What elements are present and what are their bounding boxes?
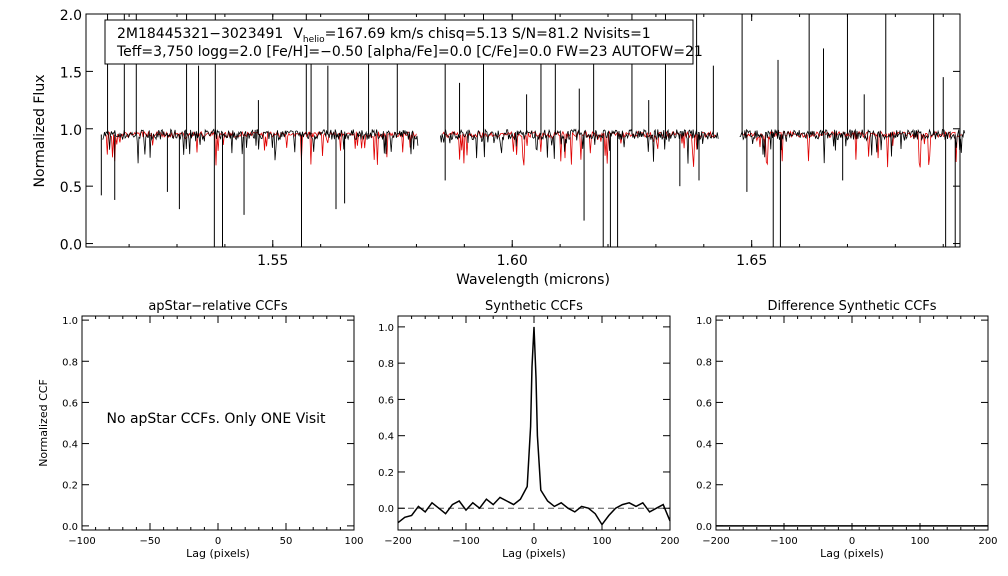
apstar-ccf-x-tick-label: 50 xyxy=(280,536,293,547)
spectrum-y-tick-label: 0.0 xyxy=(60,238,82,254)
model-spectrum-chip-1 xyxy=(104,130,417,166)
apstar-ccf-y-ticks: 0.0 0.2 0.4 0.6 0.8 1.0 xyxy=(62,316,354,533)
star-info-stats: =167.69 km/s chisq=5.13 S/N=81.2 Nvisits… xyxy=(325,26,651,42)
apstar-ccf-y-tick-label: 0.2 xyxy=(62,481,78,492)
spectrum-panel: 1.55 1.60 1.65 0.0 0.5 1.0 1.5 2.0 Wavelength … xyxy=(32,8,966,288)
apstar-ccf-x-tick-label: 0 xyxy=(215,536,221,547)
synthetic-ccf-x-tick-label: −100 xyxy=(452,536,479,547)
apstar-ccf-x-tick-label: −100 xyxy=(68,536,95,547)
synthetic-ccf-x-tick-label: 100 xyxy=(592,536,611,547)
synthetic-ccf-y-tick-label: 0.0 xyxy=(378,504,394,515)
vhelio-symbol: V xyxy=(293,26,303,42)
difference-ccf-x-tick-label: 200 xyxy=(978,536,997,547)
spectrum-y-tick-label: 1.0 xyxy=(60,123,82,139)
synthetic-ccf-y-tick-label: 0.8 xyxy=(378,359,394,370)
difference-ccf-y-tick-label: 0.2 xyxy=(696,481,712,492)
apstar-ccf-y-tick-label: 0.0 xyxy=(62,522,78,533)
vhelio-subscript: helio xyxy=(303,35,325,45)
spectrum-plot-frame xyxy=(85,13,961,248)
difference-ccf-x-tick-label: 0 xyxy=(849,536,855,547)
observed-spectrum-chip-3 xyxy=(739,128,966,164)
spectrum-x-tick-label: 1.55 xyxy=(257,253,288,269)
apstar-ccf-y-tick-label: 0.4 xyxy=(62,440,78,451)
apstar-ccf-y-tick-label: 1.0 xyxy=(62,316,78,327)
star-info-box xyxy=(104,19,694,65)
difference-ccf-x-tick-label: 100 xyxy=(910,536,929,547)
difference-ccf-x-ticks: −200 −100 0 100 200 xyxy=(702,316,998,547)
star-info-line-1: 2M18445321−3023491 Vhelio=167.69 km/s chi… xyxy=(117,26,651,45)
synthetic-ccf-y-tick-label: 0.6 xyxy=(378,395,394,406)
difference-ccf-y-ticks: 0.0 0.2 0.4 0.6 0.8 1.0 xyxy=(696,316,988,533)
difference-ccf-panel: −200 −100 0 100 200 0.0 0.2 0.4 0.6 0.8 1.0 Diffe… xyxy=(696,299,997,560)
synthetic-ccf-x-tick-label: 0 xyxy=(531,536,537,547)
synthetic-ccf-y-tick-label: 1.0 xyxy=(378,323,394,334)
synthetic-ccf-panel: −200 −100 0 100 200 0.0 0.2 0.4 0.6 0.8 1.0 Synth… xyxy=(378,299,679,560)
apstar-ccf-y-axis-label: Normalized CCF xyxy=(37,379,50,467)
apstar-ccf-title: apStar−relative CCFs xyxy=(148,299,288,314)
star-id: 2M18445321−3023491 xyxy=(117,26,283,42)
synthetic-ccf-x-axis-label: Lag (pixels) xyxy=(502,547,566,560)
difference-ccf-y-tick-label: 0.0 xyxy=(696,522,712,533)
synthetic-ccf-y-tick-label: 0.4 xyxy=(378,432,394,443)
difference-ccf-y-tick-label: 0.8 xyxy=(696,357,712,368)
spectrum-y-tick-label: 2.0 xyxy=(60,8,82,24)
synthetic-ccf-x-ticks: −200 −100 0 100 200 xyxy=(384,316,680,547)
difference-ccf-y-tick-label: 1.0 xyxy=(696,316,712,327)
synthetic-ccf-y-tick-label: 0.2 xyxy=(378,468,394,479)
apstar-ccf-annotation: No apStar CCFs. Only ONE Visit xyxy=(106,411,326,427)
spectrum-x-ticks: 1.55 1.60 1.65 xyxy=(128,14,944,269)
apstar-ccf-x-axis-label: Lag (pixels) xyxy=(186,547,250,560)
spectrum-x-tick-label: 1.65 xyxy=(736,253,767,269)
spectrum-y-ticks: 0.0 0.5 1.0 1.5 2.0 xyxy=(60,8,960,254)
synthetic-ccf-x-tick-label: 200 xyxy=(660,536,679,547)
observed-spectrum-chip-1 xyxy=(102,128,419,164)
difference-ccf-y-tick-label: 0.6 xyxy=(696,398,712,409)
synthetic-ccf-y-ticks: 0.0 0.2 0.4 0.6 0.8 1.0 xyxy=(378,323,670,515)
spectrum-y-tick-label: 1.5 xyxy=(60,65,82,81)
synthetic-ccf-title: Synthetic CCFs xyxy=(485,299,583,314)
spectrum-y-axis-label: Normalized Flux xyxy=(32,75,48,188)
difference-ccf-x-axis-label: Lag (pixels) xyxy=(820,547,884,560)
apstar-ccf-x-tick-label: 100 xyxy=(344,536,363,547)
apstar-ccf-x-tick-label: −50 xyxy=(139,536,160,547)
apstar-ccf-y-tick-label: 0.8 xyxy=(62,357,78,368)
difference-ccf-y-tick-label: 0.4 xyxy=(696,440,712,451)
spectrum-x-axis-label: Wavelength (microns) xyxy=(456,272,610,288)
synthetic-ccf-x-tick-label: −200 xyxy=(384,536,411,547)
difference-ccf-x-tick-label: −100 xyxy=(770,536,797,547)
difference-ccf-x-tick-label: −200 xyxy=(702,536,729,547)
difference-ccf-title: Difference Synthetic CCFs xyxy=(767,299,936,314)
star-info-line-2: Teff=3,750 logg=2.0 [Fe/H]=−0.50 [alpha/… xyxy=(116,44,703,60)
apstar-ccf-x-ticks: −100 −50 0 50 100 xyxy=(68,316,364,547)
apstar-ccf-panel: −100 −50 0 50 100 0.0 0.2 0.4 0.6 0.8 1.0 apStar−… xyxy=(37,299,364,560)
apstar-ccf-y-tick-label: 0.6 xyxy=(62,398,78,409)
spectrum-x-tick-label: 1.60 xyxy=(497,253,528,269)
synthetic-ccf-series xyxy=(397,326,671,526)
spectrum-y-tick-label: 0.5 xyxy=(60,180,82,196)
